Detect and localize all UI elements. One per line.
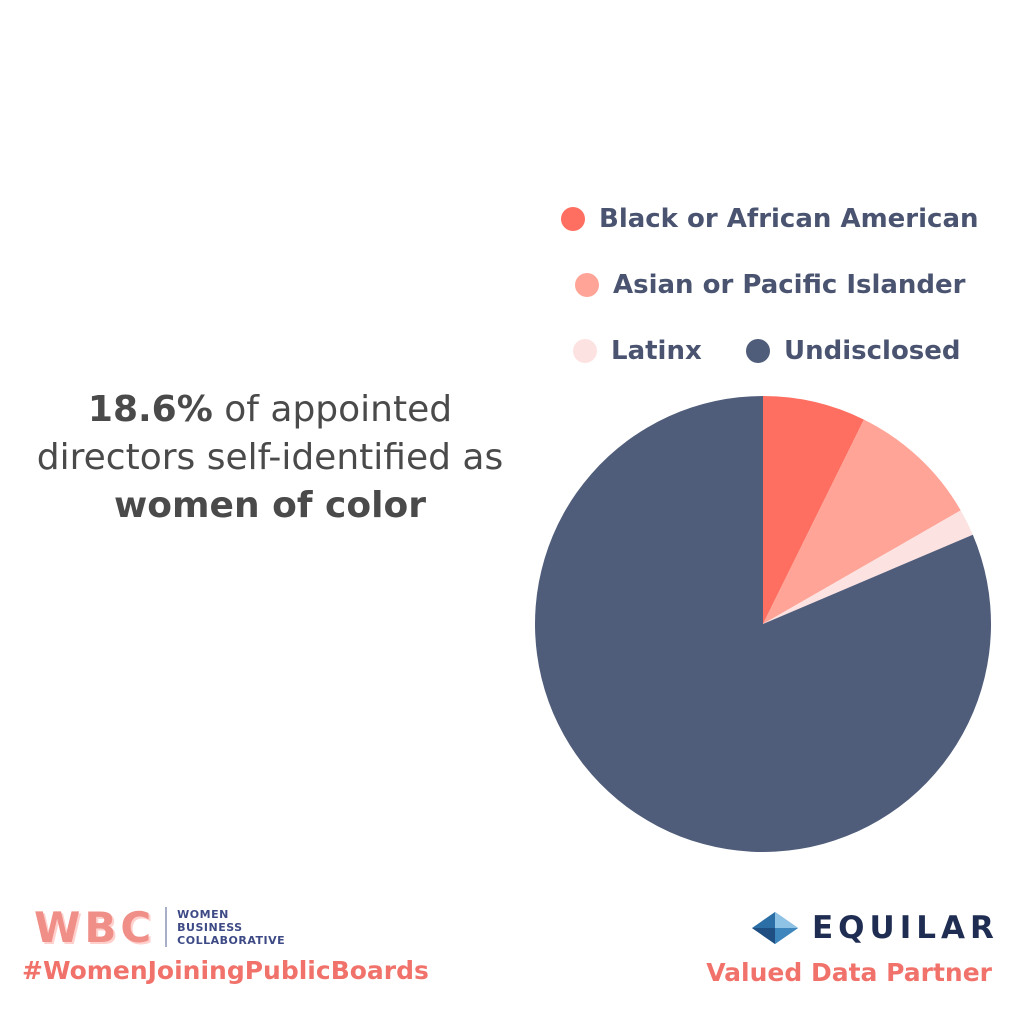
legend-swatch xyxy=(561,207,585,231)
equilar-wordmark: EQUILAR xyxy=(812,910,999,946)
equilar-diamond-icon xyxy=(752,912,798,944)
pie-slice-black-or-african-american xyxy=(763,396,864,624)
partner-label: Valued Data Partner xyxy=(706,958,992,987)
hashtag: #WomenJoiningPublicBoards xyxy=(22,956,429,985)
wbc-line-2: BUSINESS xyxy=(177,920,243,934)
legend-item-latinx: Latinx xyxy=(573,336,702,366)
pie-slice-latinx xyxy=(763,510,973,624)
headline-text-1: of appointed xyxy=(212,389,453,430)
legend-label: Latinx xyxy=(611,336,702,366)
legend-item-undisclosed: Undisclosed xyxy=(746,336,961,366)
legend-item-black-african-american: Black or African American xyxy=(561,204,979,234)
legend-swatch xyxy=(746,339,770,363)
legend-label: Black or African American xyxy=(599,204,979,234)
headline-stat: 18.6% xyxy=(87,389,213,430)
wbc-logo-subtitle: WOMEN BUSINESS COLLABORATIVE xyxy=(177,908,285,947)
legend-item-asian-pacific-islander: Asian or Pacific Islander xyxy=(575,270,966,300)
wbc-line-3: COLLABORATIVE xyxy=(177,933,286,947)
pie-slice-asian-or-pacific-islander xyxy=(763,419,961,624)
wbc-line-1: WOMEN xyxy=(177,907,229,921)
equilar-logo: EQUILAR xyxy=(752,910,999,946)
wbc-logo-divider xyxy=(165,907,168,947)
headline: 18.6% of appointed directors self-identi… xyxy=(20,386,520,530)
legend-label: Asian or Pacific Islander xyxy=(613,270,966,300)
wbc-logo: WBC WOMEN BUSINESS COLLABORATIVE xyxy=(34,902,285,952)
headline-text-2: directors self-identified as xyxy=(36,437,504,478)
wbc-logo-letters: WBC xyxy=(34,902,156,952)
legend-label: Undisclosed xyxy=(784,336,961,366)
headline-emphasis: women of color xyxy=(114,485,426,526)
legend-swatch xyxy=(575,273,599,297)
pie-slice-undisclosed xyxy=(535,396,991,853)
legend-swatch xyxy=(573,339,597,363)
